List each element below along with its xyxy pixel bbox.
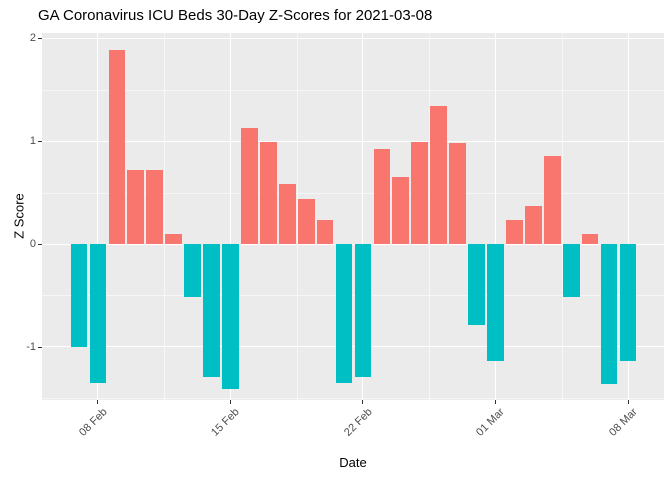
x-major-gridline	[97, 33, 99, 400]
x-axis-tick	[97, 400, 99, 404]
x-axis-tick	[229, 400, 231, 404]
x-minor-gridline	[296, 33, 298, 400]
bar-12-feb	[165, 233, 183, 244]
bar-02-mar	[506, 220, 523, 244]
bar-24-feb	[392, 177, 410, 244]
y-axis-tick	[38, 38, 42, 40]
bar-22-feb	[354, 244, 372, 377]
bar-13-feb	[184, 244, 201, 298]
x-axis-tick	[362, 400, 364, 404]
bar-07-feb	[70, 244, 88, 347]
chart-title: GA Coronavirus ICU Beds 30-Day Z-Scores …	[38, 7, 433, 24]
bar-27-feb	[449, 143, 466, 244]
bar-16-feb	[241, 127, 258, 244]
x-axis-tick-label: 15 Feb	[209, 406, 242, 439]
bar-17-feb	[259, 142, 277, 244]
y-minor-gridline	[42, 89, 664, 91]
bar-06-mar	[581, 233, 599, 244]
x-major-gridline	[362, 33, 364, 400]
y-axis-tick-label: -1	[26, 340, 36, 353]
bar-14-feb	[203, 244, 220, 377]
x-major-gridline	[495, 33, 496, 400]
bar-10-feb	[127, 170, 145, 244]
x-major-gridline	[229, 33, 231, 400]
bar-18-feb	[278, 184, 296, 244]
x-axis-title: Date	[339, 455, 367, 470]
y-major-gridline	[42, 346, 664, 348]
y-axis-tick	[38, 141, 42, 143]
bar-03-mar	[524, 206, 542, 244]
y-major-gridline	[42, 140, 664, 142]
bar-01-mar	[487, 244, 504, 362]
x-axis-tick-label: 08 Mar	[606, 406, 640, 439]
bar-19-feb	[297, 198, 315, 244]
x-minor-gridline	[429, 33, 431, 400]
bar-04-mar	[543, 155, 561, 244]
x-minor-gridline	[561, 33, 563, 400]
y-axis-tick	[38, 244, 42, 245]
y-axis-title: Z Score	[11, 193, 27, 239]
y-axis-tick-label: 0	[29, 238, 36, 250]
y-minor-gridline	[42, 398, 664, 400]
bar-07-mar	[600, 244, 618, 384]
y-axis-tick	[38, 346, 42, 348]
bar-28-feb	[468, 244, 485, 326]
y-major-gridline	[42, 37, 664, 39]
y-minor-gridline	[42, 192, 664, 194]
bar-15-feb	[222, 244, 239, 389]
y-axis-tick-label: 1	[29, 135, 36, 148]
x-axis-tick-label: 01 Mar	[474, 406, 507, 439]
x-axis-tick	[627, 400, 629, 404]
bar-11-feb	[146, 170, 164, 244]
bar-21-feb	[335, 244, 353, 383]
y-major-gridline	[42, 243, 664, 245]
x-minor-gridline	[164, 33, 166, 400]
y-axis-tick-label: 2	[29, 32, 36, 45]
plot-panel	[42, 33, 664, 400]
bar-25-feb	[411, 142, 429, 244]
x-major-gridline	[627, 33, 629, 400]
bar-09-feb	[108, 49, 126, 244]
bar-08-mar	[619, 244, 637, 362]
bar-26-feb	[430, 106, 448, 244]
x-axis-tick-label: 08 Feb	[76, 406, 110, 439]
bar-23-feb	[373, 149, 391, 244]
y-minor-gridline	[42, 295, 664, 297]
bar-05-mar	[562, 244, 580, 298]
x-axis-tick-label: 22 Feb	[341, 406, 375, 439]
bar-20-feb	[316, 220, 334, 244]
bar-08-feb	[89, 244, 107, 383]
x-axis-tick	[495, 400, 496, 404]
